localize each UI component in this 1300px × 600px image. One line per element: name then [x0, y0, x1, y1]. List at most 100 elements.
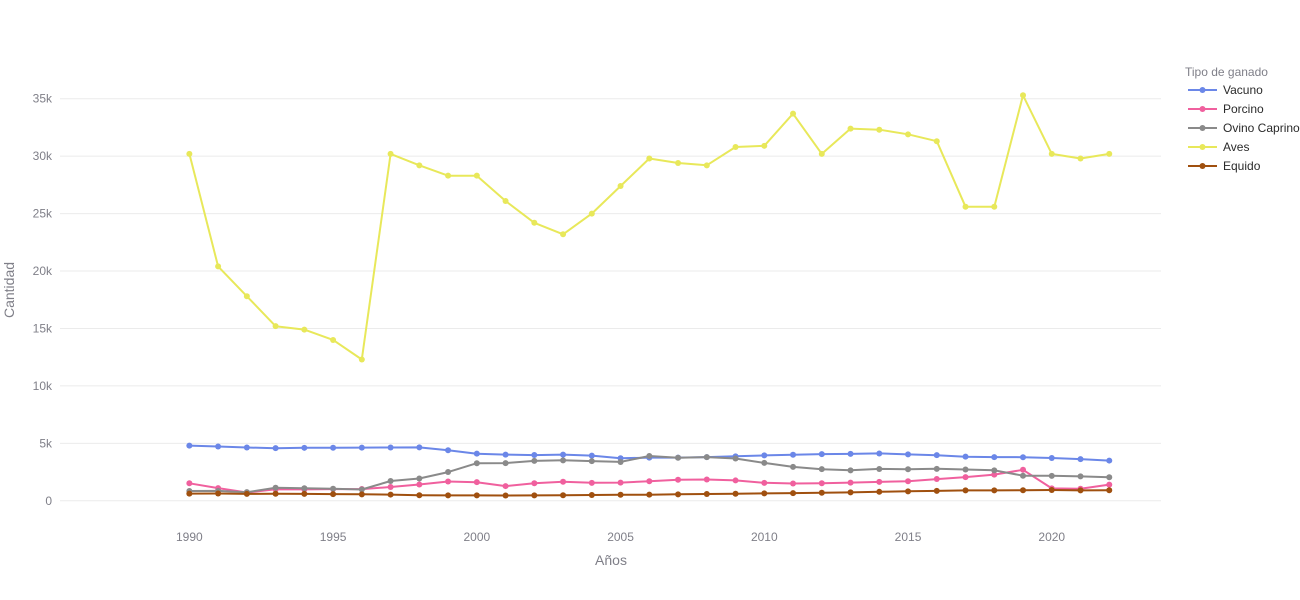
data-point-porcino	[646, 478, 653, 485]
data-point-equido	[732, 490, 739, 497]
data-point-aves	[761, 142, 768, 149]
data-point-aves	[272, 323, 279, 330]
data-point-equido	[416, 492, 423, 499]
data-point-equido	[905, 488, 912, 495]
series-aves	[186, 92, 1113, 363]
data-point-aves	[732, 143, 739, 150]
data-point-porcino	[703, 476, 710, 483]
data-point-vacuno	[215, 443, 222, 450]
legend-swatch-marker	[1199, 144, 1206, 150]
data-point-porcino	[617, 479, 624, 486]
x-tick-label: 2015	[895, 530, 922, 544]
data-point-ovino-caprino	[933, 465, 940, 472]
data-point-porcino	[761, 479, 768, 486]
data-point-ovino-caprino	[387, 478, 394, 485]
y-axis-title: Cantidad	[1, 262, 17, 318]
data-point-equido	[1106, 487, 1113, 494]
data-point-aves	[560, 231, 567, 238]
data-point-vacuno	[991, 454, 998, 461]
data-point-ovino-caprino	[818, 466, 825, 473]
series-group	[186, 92, 1113, 499]
data-point-aves	[818, 150, 825, 157]
data-point-vacuno	[445, 447, 452, 454]
data-point-equido	[387, 491, 394, 498]
x-tick-label: 1995	[320, 530, 347, 544]
y-tick-label: 15k	[33, 321, 53, 335]
data-point-vacuno	[502, 451, 509, 458]
y-tick-label: 25k	[33, 207, 53, 221]
data-point-aves	[358, 356, 365, 363]
data-point-equido	[1077, 487, 1084, 494]
data-point-equido	[243, 490, 250, 497]
data-point-vacuno	[473, 450, 480, 457]
data-point-equido	[818, 489, 825, 496]
data-point-equido	[215, 490, 222, 497]
data-point-vacuno	[818, 451, 825, 458]
data-point-aves	[675, 160, 682, 167]
legend-item-equido[interactable]: Equido	[1188, 159, 1261, 173]
data-point-aves	[186, 150, 193, 157]
data-point-aves	[646, 155, 653, 162]
grid-lines	[60, 98, 1161, 502]
data-point-aves	[1020, 92, 1027, 99]
data-point-ovino-caprino	[1077, 473, 1084, 480]
data-point-aves	[991, 203, 998, 210]
data-point-ovino-caprino	[847, 467, 854, 474]
data-point-ovino-caprino	[445, 469, 452, 476]
data-point-equido	[617, 491, 624, 498]
data-point-ovino-caprino	[905, 466, 912, 473]
legend-label: Equido	[1223, 159, 1261, 173]
legend: Tipo de ganado Vacuno Porcino Ovino Caprin…	[1185, 65, 1300, 173]
data-point-ovino-caprino	[761, 459, 768, 466]
data-point-ovino-caprino	[502, 460, 509, 467]
data-point-vacuno	[387, 444, 394, 451]
data-point-equido	[790, 490, 797, 497]
data-point-equido	[933, 487, 940, 494]
data-point-ovino-caprino	[272, 484, 279, 491]
data-point-aves	[617, 183, 624, 190]
data-point-ovino-caprino	[675, 454, 682, 461]
x-tick-label: 2005	[607, 530, 634, 544]
data-point-ovino-caprino	[416, 475, 423, 482]
legend-item-porcino[interactable]: Porcino	[1188, 102, 1264, 116]
legend-item-ovino-caprino[interactable]: Ovino Caprino	[1188, 121, 1300, 135]
data-point-ovino-caprino	[617, 458, 624, 465]
data-point-aves	[330, 336, 337, 343]
data-point-vacuno	[588, 452, 595, 459]
legend-swatch-marker	[1199, 125, 1206, 131]
data-point-aves	[502, 197, 509, 204]
data-point-porcino	[1020, 466, 1027, 473]
data-point-aves	[473, 172, 480, 179]
data-point-equido	[272, 490, 279, 497]
y-tick-label: 10k	[33, 379, 53, 393]
data-point-vacuno	[243, 444, 250, 451]
legend-label: Vacuno	[1223, 83, 1263, 97]
data-point-equido	[330, 491, 337, 498]
data-point-porcino	[790, 480, 797, 487]
data-point-porcino	[991, 471, 998, 478]
x-tick-label: 2000	[463, 530, 490, 544]
data-point-equido	[876, 488, 883, 495]
data-point-ovino-caprino	[646, 452, 653, 459]
data-point-porcino	[186, 480, 193, 487]
data-point-porcino	[1106, 481, 1113, 488]
data-point-aves	[847, 125, 854, 132]
data-point-porcino	[675, 476, 682, 483]
series-line-aves	[188, 94, 1110, 361]
legend-label: Porcino	[1223, 102, 1264, 116]
data-point-vacuno	[1077, 456, 1084, 463]
data-point-aves	[962, 203, 969, 210]
data-point-ovino-caprino	[473, 460, 480, 467]
data-point-equido	[358, 491, 365, 498]
data-point-porcino	[445, 478, 452, 485]
data-point-aves	[1048, 150, 1055, 157]
data-point-vacuno	[358, 444, 365, 451]
data-point-ovino-caprino	[703, 454, 710, 461]
data-point-vacuno	[876, 450, 883, 457]
data-point-aves	[1077, 155, 1084, 162]
data-point-vacuno	[330, 444, 337, 451]
legend-item-aves[interactable]: Aves	[1188, 140, 1249, 154]
data-point-ovino-caprino	[962, 466, 969, 473]
data-point-ovino-caprino	[1048, 472, 1055, 479]
legend-item-vacuno[interactable]: Vacuno	[1188, 83, 1263, 97]
